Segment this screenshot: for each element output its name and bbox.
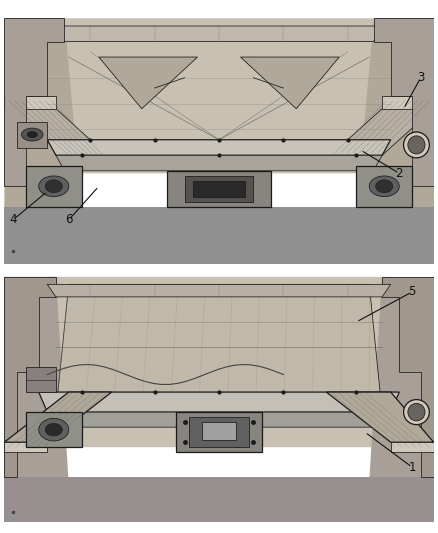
Circle shape [21, 128, 43, 141]
Polygon shape [39, 18, 399, 173]
Text: 3: 3 [417, 71, 424, 84]
Text: 2: 2 [396, 167, 403, 180]
Polygon shape [4, 477, 434, 522]
Ellipse shape [403, 400, 429, 425]
Text: 4: 4 [9, 213, 17, 227]
Text: 1: 1 [408, 461, 416, 474]
Ellipse shape [408, 136, 425, 154]
Bar [202, 422, 236, 440]
Polygon shape [357, 166, 412, 207]
Polygon shape [167, 171, 271, 207]
Ellipse shape [369, 176, 399, 197]
Polygon shape [26, 166, 81, 207]
Polygon shape [17, 122, 47, 148]
Polygon shape [99, 57, 198, 109]
Polygon shape [47, 412, 391, 427]
Polygon shape [357, 18, 434, 212]
Polygon shape [240, 57, 339, 109]
Polygon shape [4, 277, 56, 477]
Polygon shape [26, 367, 56, 392]
Polygon shape [331, 109, 434, 155]
Polygon shape [4, 18, 81, 212]
Ellipse shape [45, 180, 62, 193]
Polygon shape [56, 155, 382, 171]
Polygon shape [4, 109, 107, 155]
Polygon shape [189, 417, 249, 447]
Polygon shape [39, 392, 399, 412]
Polygon shape [56, 26, 382, 42]
Polygon shape [4, 277, 69, 485]
Ellipse shape [45, 423, 62, 436]
Ellipse shape [408, 403, 425, 421]
Ellipse shape [39, 418, 69, 441]
Polygon shape [26, 412, 81, 447]
Polygon shape [391, 442, 434, 452]
Ellipse shape [403, 132, 429, 158]
Polygon shape [326, 392, 434, 442]
Ellipse shape [376, 180, 393, 193]
Polygon shape [4, 96, 56, 109]
Ellipse shape [39, 176, 69, 197]
Polygon shape [176, 412, 262, 452]
Polygon shape [26, 277, 412, 447]
Circle shape [27, 132, 37, 138]
Polygon shape [4, 207, 434, 264]
Text: 6: 6 [65, 213, 73, 227]
Text: 5: 5 [409, 285, 416, 298]
Polygon shape [382, 277, 434, 477]
Polygon shape [4, 392, 112, 442]
Polygon shape [4, 18, 64, 187]
Polygon shape [374, 18, 434, 187]
Polygon shape [369, 277, 434, 485]
Polygon shape [47, 285, 391, 297]
Polygon shape [185, 176, 253, 202]
Polygon shape [47, 140, 391, 155]
Polygon shape [382, 96, 434, 109]
Bar [193, 181, 245, 197]
Polygon shape [56, 285, 382, 412]
Polygon shape [4, 442, 47, 452]
